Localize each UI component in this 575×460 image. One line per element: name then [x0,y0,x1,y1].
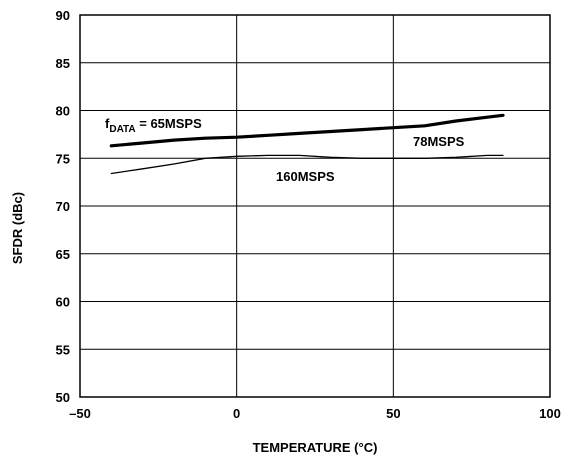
y-tick-label: 60 [56,295,70,310]
series-line-78msps [110,154,504,175]
y-tick-label: 85 [56,56,70,71]
annotation-78msps: 78MSPS [413,134,465,149]
grid-lines [80,15,550,397]
annotation-f: f [105,116,110,131]
x-axis-title: TEMPERATURE (°C) [253,440,378,455]
x-tick-label: 50 [386,406,400,421]
y-tick-labels: 50 55 60 65 70 75 80 85 90 [56,8,70,405]
x-tick-label: 100 [539,406,561,421]
annotation-65msps: fDATA = 65MSPS [105,116,202,135]
y-tick-label: 80 [56,104,70,119]
y-tick-label: 70 [56,199,70,214]
series-lines [109,113,505,175]
y-tick-label: 90 [56,8,70,23]
y-tick-label: 65 [56,247,70,262]
y-tick-label: 55 [56,342,70,357]
y-tick-label: 75 [56,151,70,166]
annotation-65msps-value: = 65MSPS [136,116,202,131]
annotation-160msps: 160MSPS [276,169,335,184]
y-tick-label: 50 [56,390,70,405]
x-tick-label: 0 [233,406,240,421]
series-line-65msps [109,113,505,148]
y-axis-title: SFDR (dBc) [10,192,25,264]
annotation-data-subscript: DATA [109,124,135,135]
x-tick-label: –50 [69,406,91,421]
x-tick-labels: –50 0 50 100 [69,406,561,421]
plot-frame [79,14,551,398]
